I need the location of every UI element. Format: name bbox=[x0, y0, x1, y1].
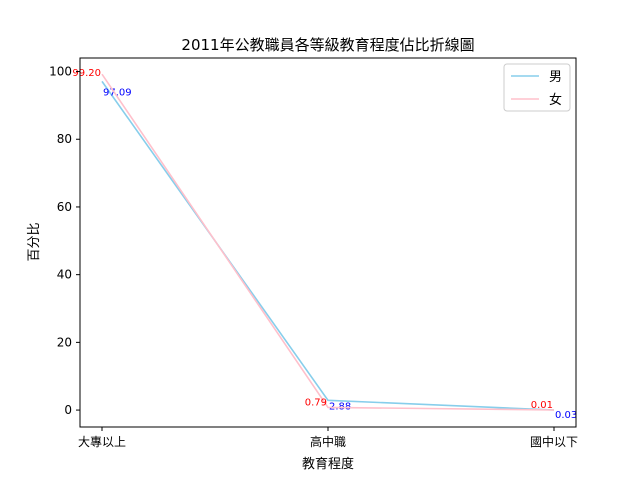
x-tick-label: 大專以上 bbox=[78, 435, 126, 449]
legend-label: 女 bbox=[549, 92, 562, 108]
y-tick-label: 100 bbox=[49, 65, 72, 79]
data-label: 0.01 bbox=[531, 400, 553, 411]
legend: 男女 bbox=[503, 63, 571, 112]
data-label: 0.79 bbox=[305, 397, 327, 408]
x-tick-label: 國中以下 bbox=[530, 434, 578, 449]
legend-label: 男 bbox=[549, 70, 562, 85]
y-tick-label: 0 bbox=[64, 403, 72, 417]
chart-title: 2011年公教職員各等級教育程度佔比折線圖 bbox=[181, 36, 474, 54]
y-tick-label: 80 bbox=[57, 132, 72, 146]
data-label: 0.03 bbox=[555, 410, 577, 421]
data-label: 99.20 bbox=[72, 68, 101, 79]
y-tick-label: 40 bbox=[57, 268, 72, 282]
data-label: 97.09 bbox=[103, 87, 132, 98]
y-tick-label: 60 bbox=[57, 200, 72, 214]
y-tick-label: 20 bbox=[57, 335, 72, 349]
y-axis-label: 百分比 bbox=[27, 222, 42, 261]
x-axis-label: 教育程度 bbox=[302, 456, 354, 472]
x-tick-label: 高中職 bbox=[310, 434, 346, 449]
series-line-1 bbox=[101, 80, 555, 411]
series-line-2 bbox=[101, 73, 555, 411]
